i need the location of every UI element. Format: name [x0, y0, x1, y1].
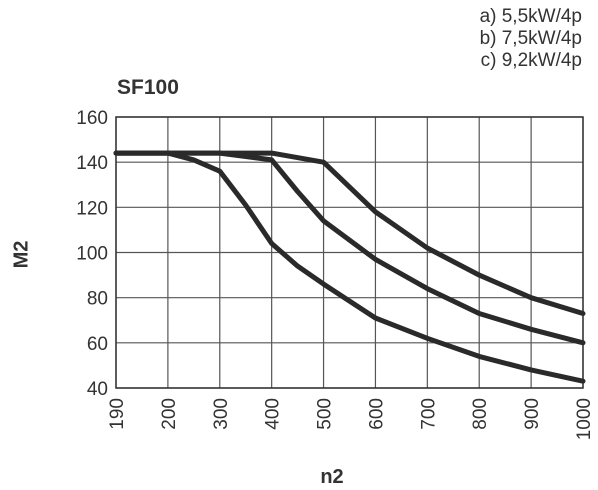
y-tick-label: 120 [76, 198, 108, 219]
y-tick-label: 80 [87, 289, 108, 310]
x-tick-label: 800 [470, 398, 491, 430]
x-tick-label: 400 [263, 398, 284, 430]
y-tick-labels: 40 60 80 100 120 140 160 [76, 108, 108, 400]
x-tick-label: 200 [159, 398, 180, 430]
x-tick-label: 300 [211, 398, 232, 430]
x-axis-label: n2 [320, 466, 344, 488]
x-tick-label: 1000 [574, 398, 595, 440]
chart-title: SF100 [117, 76, 179, 99]
y-axis-label: M2 [10, 240, 33, 269]
y-tick-label: 160 [76, 108, 108, 129]
legend-entry-a: a) 5,5kW/4p [479, 6, 582, 27]
y-tick-label: 100 [76, 244, 108, 265]
series-line-a [113, 150, 586, 384]
legend-entry-b: b) 7,5kW/4p [479, 28, 582, 49]
plot-frame [115, 116, 584, 389]
series-line-c [113, 150, 586, 316]
x-tick-label: 600 [366, 398, 387, 430]
x-tick-label: 700 [418, 398, 439, 430]
x-tick-labels: 190 200 300 400 500 600 700 800 900 1000 [107, 398, 595, 440]
series-lines [113, 150, 586, 384]
legend: a) 5,5kW/4p b) 7,5kW/4p c) 9,2kW/4p [480, 6, 582, 72]
y-tick-label: 140 [76, 153, 108, 174]
x-tick-label: 900 [522, 398, 543, 430]
series-line-b [113, 150, 586, 346]
legend-entry-c: c) 9,2kW/4p [480, 50, 582, 71]
y-tick-label: 40 [87, 379, 108, 400]
x-tick-label: 190 [107, 398, 128, 430]
x-tick-label: 500 [315, 398, 336, 430]
y-tick-label: 60 [87, 334, 108, 355]
